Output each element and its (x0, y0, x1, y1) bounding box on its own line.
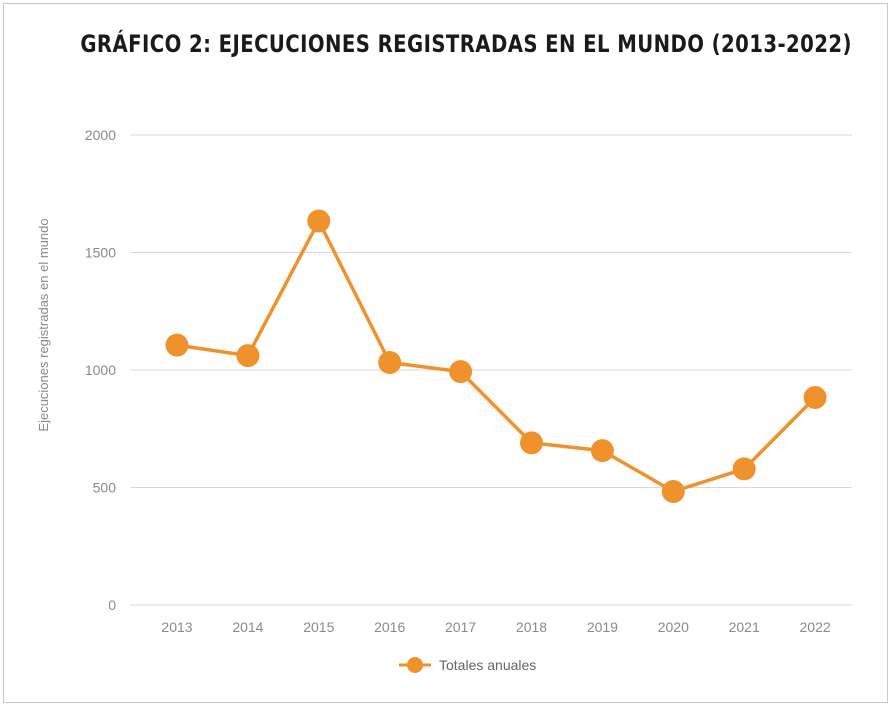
data-point-2013 (165, 333, 189, 357)
x-tick-2016: 2016 (374, 619, 405, 635)
data-point-2020 (661, 479, 685, 503)
gridlines (130, 134, 852, 606)
data-point-2017 (449, 360, 473, 384)
y-tick-0: 0 (108, 597, 116, 613)
data-point-2014 (236, 344, 260, 368)
y-tick-labels: 0 500 1000 1500 2000 (85, 127, 116, 613)
data-point-2015 (307, 209, 331, 233)
data-point-2019 (590, 439, 614, 463)
x-tick-2021: 2021 (729, 619, 760, 635)
data-point-2021 (732, 457, 756, 481)
x-tick-2018: 2018 (516, 619, 547, 635)
x-tick-2017: 2017 (445, 619, 476, 635)
y-tick-1500: 1500 (85, 245, 116, 261)
legend: Totales anuales (399, 657, 536, 673)
x-tick-2019: 2019 (587, 619, 618, 635)
legend-marker (407, 657, 423, 673)
data-point-2022 (803, 385, 827, 409)
x-tick-2014: 2014 (232, 619, 263, 635)
chart-title: GRÁFICO 2: EJECUCIONES REGISTRADAS EN EL… (80, 30, 852, 58)
x-tick-2022: 2022 (800, 619, 831, 635)
x-tick-2015: 2015 (303, 619, 334, 635)
data-point-2018 (520, 431, 543, 455)
legend-label-totales-anuales: Totales anuales (439, 657, 536, 673)
y-tick-500: 500 (93, 480, 117, 496)
y-tick-2000: 2000 (85, 127, 116, 143)
series-totales-anuales (165, 209, 827, 503)
x-tick-labels: 2013 2014 2015 2016 2017 2018 2019 2020 2021 2022 (161, 619, 830, 635)
series-line (176, 219, 817, 494)
y-tick-1000: 1000 (85, 362, 116, 378)
chart-frame (3, 3, 888, 703)
data-point-2016 (378, 350, 402, 374)
x-tick-2020: 2020 (658, 619, 689, 635)
x-tick-2013: 2013 (161, 619, 192, 635)
y-axis-label: Ejecuciones registradas en el mundo (36, 218, 51, 431)
